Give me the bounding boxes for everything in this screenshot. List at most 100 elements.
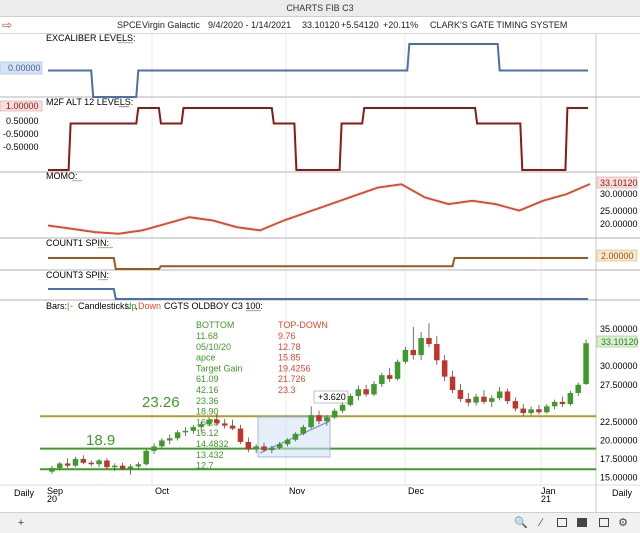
momo-tick-3: 20.00000	[600, 219, 638, 229]
candle	[198, 424, 204, 428]
candle	[80, 459, 87, 463]
bottom-toolbar: + 🔍 ⁄ ⚙	[0, 512, 640, 533]
excaliber-value-badge	[0, 61, 43, 75]
candle	[536, 409, 542, 413]
candles-down: Down	[138, 301, 161, 311]
main-y-tick: 35.00000	[600, 324, 638, 334]
search-icon[interactable]: 🔍	[514, 517, 528, 529]
arrow-right-icon[interactable]: ⇨	[2, 18, 13, 32]
table-bottom-value: 16.12	[196, 428, 219, 438]
momo-tick-1: 30.00000	[600, 189, 638, 199]
momo-value: 33.10120	[600, 178, 638, 188]
candle	[363, 389, 369, 395]
measure-label: +3.620	[318, 392, 346, 402]
candle	[276, 444, 283, 448]
bars-legend: Bars:	[46, 301, 67, 311]
table-bottom-value: 18.90	[196, 407, 219, 417]
table-bottom-value: 11.68	[196, 331, 218, 341]
table-top-value: 19.4256	[278, 363, 311, 373]
momo-label: MOMO:	[46, 171, 78, 181]
candle	[174, 432, 181, 439]
system-title: CLARK'S GATE TIMING SYSTEM	[430, 20, 568, 30]
candle	[143, 450, 149, 465]
candles-comma: ,	[135, 301, 138, 311]
level-label-189: 18.9	[86, 432, 115, 449]
excaliber-value: 0.00000	[8, 63, 41, 73]
candle	[457, 389, 464, 399]
candle	[347, 395, 354, 405]
table-bottom-value: 05/10/20	[196, 342, 231, 352]
candle	[300, 427, 307, 434]
candle	[64, 463, 71, 466]
candle	[331, 410, 338, 418]
layout-icon[interactable]	[597, 516, 611, 530]
momo-tick-2: 25.00000	[600, 206, 638, 216]
momo-line	[47, 183, 591, 235]
timeframe-left[interactable]: Daily	[14, 488, 35, 498]
candle	[386, 375, 393, 379]
candle	[229, 425, 236, 429]
main-y-tick: 22.50000	[600, 417, 638, 427]
panel-icon[interactable]	[575, 516, 589, 530]
study-legend: CGTS OLDBOY C3 100:	[164, 301, 263, 311]
chart-area[interactable]: EXCALIBER LEVELS: ___ M2F ALT 12 LEVELS:…	[0, 33, 640, 512]
candle	[190, 427, 197, 431]
chart-tool-icon[interactable]: ⁄	[540, 517, 542, 529]
candle	[104, 460, 110, 468]
symbol: SPCE	[117, 20, 142, 30]
m2f-tick-3: -0.50000	[3, 142, 39, 152]
main-y-tick: 30.00000	[600, 361, 638, 371]
momo-dash: __	[71, 171, 83, 181]
count1-label: COUNT1 SPIN:	[46, 238, 109, 248]
x-label-sep: Sep	[47, 486, 63, 496]
info-bar: ⇨ SPCE Virgin Galactic 9/4/2020 - 1/14/2…	[0, 17, 640, 34]
candle	[434, 343, 440, 361]
candle	[441, 360, 448, 377]
candle	[72, 459, 79, 466]
candle	[559, 401, 566, 405]
x-label-20: 20	[47, 494, 57, 504]
candle	[426, 338, 432, 344]
candle	[284, 439, 291, 445]
settings-icon[interactable]: ⚙	[618, 517, 628, 529]
x-label-dec: Dec	[408, 486, 425, 496]
excaliber-line	[48, 43, 588, 98]
candle	[237, 428, 244, 442]
table-bottom-value: Target Gain	[196, 363, 243, 373]
table-bottom-value: 42.16	[196, 385, 219, 395]
candle	[481, 396, 487, 402]
candle	[489, 398, 495, 402]
candles-up: Up	[125, 301, 137, 311]
candle	[182, 430, 189, 433]
table-icon[interactable]	[555, 516, 569, 530]
count1-line	[48, 257, 588, 270]
candle	[418, 338, 424, 356]
level-label-2326: 23.26	[142, 394, 180, 411]
table-top-value: 12.78	[278, 342, 301, 352]
count3-dash: __	[97, 270, 109, 280]
m2f-tick-1: 0.50000	[6, 116, 39, 126]
candle	[324, 417, 330, 422]
table-bottom-header: BOTTOM	[196, 320, 234, 330]
table-top-value: 23.3	[278, 385, 296, 395]
candle	[261, 446, 267, 451]
main-y-tick: 17.50000	[600, 454, 638, 464]
table-bottom-value: 61.09	[196, 374, 219, 384]
add-icon[interactable]: +	[17, 517, 25, 529]
m2f-value-badge	[0, 100, 43, 112]
count3-line	[48, 288, 588, 300]
candle	[308, 415, 314, 428]
main-y-tick: 27.50000	[600, 380, 638, 390]
candle	[410, 349, 417, 356]
m2f-dash: __	[118, 97, 130, 107]
bars-dash: -	[70, 301, 73, 311]
candle	[449, 376, 456, 390]
candle	[167, 438, 173, 441]
candle	[292, 433, 299, 440]
x-label-oct: Oct	[155, 486, 170, 496]
candle	[355, 389, 362, 396]
candle	[544, 406, 550, 413]
timeframe-right[interactable]: Daily	[612, 488, 633, 498]
candle	[112, 465, 118, 468]
candle	[119, 465, 126, 469]
